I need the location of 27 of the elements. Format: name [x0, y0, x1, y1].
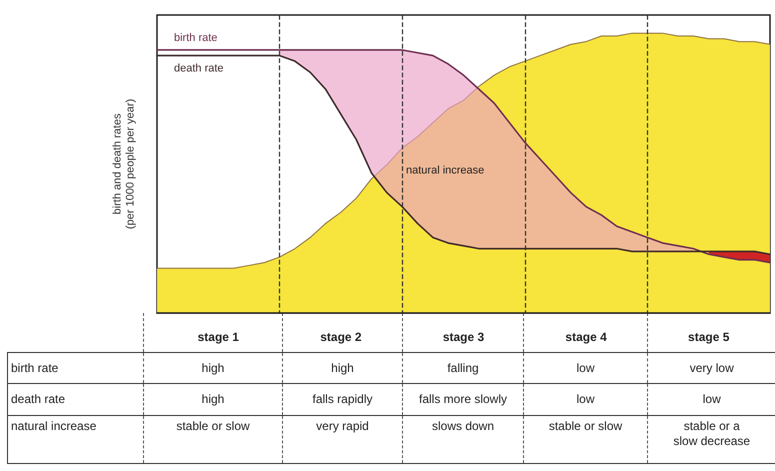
text: stable or slow: [176, 418, 250, 432]
text: slows down: [432, 418, 494, 432]
x-tick-label: stage 4: [565, 330, 608, 344]
y-axis-title: birth and death rates (per 1000 people per year): [112, 98, 136, 230]
text: falls more slowly: [418, 392, 508, 406]
text: falling: [447, 360, 479, 374]
text: low: [576, 360, 594, 374]
category-label: natural increase: [11, 418, 96, 432]
text: high: [202, 360, 224, 374]
x-tick-label: stage 1: [198, 330, 240, 344]
series-label: birth rate: [174, 32, 218, 44]
text: very rapid: [316, 418, 369, 432]
x-tick-label: stage 5: [688, 330, 730, 344]
text: high: [202, 392, 224, 406]
text: low: [702, 392, 721, 406]
text: low: [576, 392, 594, 406]
text: high: [331, 360, 354, 374]
text: falls rapidly: [312, 392, 373, 406]
category-label: death rate: [11, 392, 66, 406]
text: stable or a slow decrease: [673, 418, 750, 448]
text: very low: [690, 360, 734, 374]
category-label: birth rate: [11, 360, 58, 374]
annotation: natural increase: [406, 164, 484, 176]
x-tick-label: stage 3: [442, 330, 484, 344]
x-tick-label: stage 2: [320, 330, 362, 344]
text: stable or slow: [548, 418, 622, 432]
series-label: death rate: [174, 62, 224, 75]
